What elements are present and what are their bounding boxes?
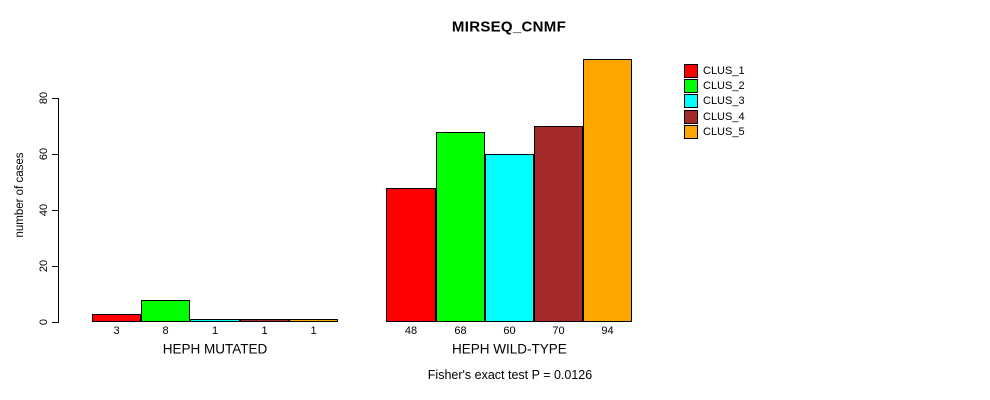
bar-value-label: 68 [454,325,467,337]
bar-clus_2-group1 [141,299,190,322]
legend-label: CLUS_1 [703,64,745,77]
y-tick [52,266,58,267]
legend-label: CLUS_5 [703,125,745,138]
caption-fishers-test: Fisher's exact test P = 0.0126 [427,368,593,382]
legend-item-clus_3: CLUS_3 [684,94,745,109]
bar-clus_2-group2 [436,131,485,322]
bar-value-label: 1 [310,325,317,337]
x-category-label: HEPH MUTATED [162,341,268,357]
bar-value-label: 48 [404,325,418,337]
bar-value-label: 1 [211,325,219,337]
legend-swatch-clus_1 [684,63,698,78]
y-tick-label: 60 [38,147,50,161]
y-tick [52,210,58,211]
bar-clus_1-group1 [92,313,141,322]
y-tick-label: 20 [38,259,50,273]
bar-value-label: 94 [601,325,614,337]
y-axis-line [58,98,59,323]
bar-clus_3-group2 [485,154,534,322]
y-tick [52,98,58,99]
y-tick [52,322,58,323]
y-tick-label: 40 [38,203,50,217]
legend-item-clus_4: CLUS_4 [684,109,745,124]
bar-value-label: 1 [261,325,268,337]
legend-swatch-clus_5 [684,124,698,139]
x-category-label: HEPH WILD-TYPE [452,341,567,357]
bar-clus_4-group1 [240,319,289,322]
legend-item-clus_5: CLUS_5 [684,124,745,139]
bar-clus_5-group2 [583,58,632,322]
legend-label: CLUS_4 [703,110,745,123]
bar-clus_4-group2 [534,126,583,322]
bar-value-label: 70 [552,325,565,337]
legend: CLUS_1 CLUS_2 CLUS_3 CLUS_4 CLUS_5 [684,63,745,139]
bar-clus_1-group2 [386,187,436,322]
legend-label: CLUS_2 [703,79,745,92]
bar-clus_5-group1 [289,319,338,322]
y-tick-label: 0 [38,318,50,326]
legend-swatch-clus_3 [684,94,698,109]
chart-title: MIRSEQ_CNMF [451,18,567,36]
bar-value-label: 8 [162,325,169,337]
bar-clus_3-group1 [190,319,240,322]
bar-value-label: 60 [503,325,516,337]
legend-label: CLUS_3 [703,95,745,108]
y-tick [52,154,58,155]
legend-swatch-clus_4 [684,109,698,124]
y-tick-label: 80 [38,91,50,105]
legend-item-clus_1: CLUS_1 [684,63,745,78]
legend-swatch-clus_2 [684,78,698,93]
legend-item-clus_2: CLUS_2 [684,78,745,93]
bar-value-label: 3 [113,325,120,337]
y-axis-title: number of cases [14,152,26,238]
